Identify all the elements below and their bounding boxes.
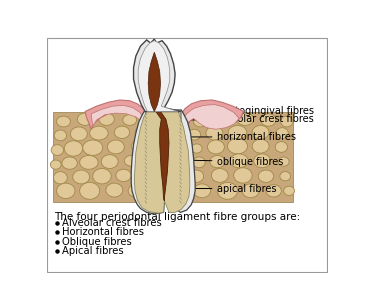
Polygon shape: [131, 110, 195, 214]
Ellipse shape: [57, 116, 70, 127]
Ellipse shape: [80, 155, 98, 169]
Polygon shape: [181, 100, 244, 128]
Ellipse shape: [261, 114, 276, 126]
Ellipse shape: [64, 141, 83, 156]
Ellipse shape: [242, 184, 259, 198]
Text: horizontal fibres: horizontal fibres: [184, 132, 296, 142]
Ellipse shape: [124, 155, 138, 166]
Ellipse shape: [278, 157, 289, 166]
Ellipse shape: [80, 182, 100, 199]
Ellipse shape: [128, 185, 142, 197]
Ellipse shape: [90, 126, 108, 140]
Ellipse shape: [135, 128, 146, 137]
Ellipse shape: [254, 154, 270, 168]
Ellipse shape: [252, 125, 269, 139]
Text: dentogingival fibres: dentogingival fibres: [184, 106, 315, 116]
Ellipse shape: [93, 169, 111, 184]
Ellipse shape: [123, 115, 137, 125]
Ellipse shape: [281, 116, 293, 127]
Ellipse shape: [228, 125, 247, 139]
Ellipse shape: [83, 140, 103, 155]
Ellipse shape: [57, 183, 75, 199]
Ellipse shape: [276, 128, 288, 138]
Ellipse shape: [214, 113, 230, 125]
Polygon shape: [180, 111, 181, 202]
Polygon shape: [91, 105, 145, 129]
Ellipse shape: [70, 127, 87, 141]
Ellipse shape: [188, 129, 200, 140]
Polygon shape: [148, 52, 161, 111]
Ellipse shape: [106, 183, 123, 197]
Ellipse shape: [54, 130, 66, 141]
Ellipse shape: [116, 169, 131, 182]
Ellipse shape: [234, 168, 252, 183]
Ellipse shape: [62, 157, 77, 169]
Ellipse shape: [211, 169, 228, 182]
Polygon shape: [183, 105, 239, 129]
Ellipse shape: [227, 138, 247, 154]
Text: alveolar crest fibres: alveolar crest fibres: [184, 114, 314, 124]
Ellipse shape: [77, 113, 93, 125]
Ellipse shape: [230, 154, 248, 168]
Ellipse shape: [275, 142, 288, 152]
Ellipse shape: [190, 170, 204, 182]
Ellipse shape: [101, 155, 118, 169]
Polygon shape: [85, 100, 147, 129]
Polygon shape: [134, 111, 190, 213]
Ellipse shape: [191, 144, 202, 153]
Ellipse shape: [237, 113, 254, 125]
Ellipse shape: [73, 170, 90, 184]
Ellipse shape: [131, 141, 143, 152]
Text: Alveolar crest fibres: Alveolar crest fibres: [62, 218, 162, 228]
Ellipse shape: [284, 186, 295, 196]
Ellipse shape: [207, 140, 224, 154]
Text: oblique fibres: oblique fibres: [184, 157, 284, 167]
Ellipse shape: [218, 182, 238, 199]
Ellipse shape: [193, 184, 211, 198]
Ellipse shape: [53, 172, 67, 184]
Polygon shape: [145, 111, 147, 202]
Ellipse shape: [51, 145, 64, 155]
Ellipse shape: [206, 126, 223, 140]
Polygon shape: [156, 111, 169, 201]
Text: apical fibres: apical fibres: [184, 184, 277, 193]
Ellipse shape: [193, 157, 205, 168]
Polygon shape: [138, 41, 178, 111]
Polygon shape: [181, 111, 293, 202]
Ellipse shape: [50, 160, 61, 169]
Polygon shape: [53, 111, 147, 202]
Ellipse shape: [107, 140, 124, 154]
Ellipse shape: [280, 172, 291, 181]
Ellipse shape: [193, 116, 207, 127]
Ellipse shape: [266, 185, 281, 197]
Ellipse shape: [210, 155, 225, 168]
Text: The four periodontal ligament fibre groups are:: The four periodontal ligament fibre grou…: [54, 212, 300, 222]
Text: Apical fibres: Apical fibres: [62, 246, 124, 256]
Text: Horizontal fibres: Horizontal fibres: [62, 227, 144, 237]
Ellipse shape: [252, 139, 269, 153]
Ellipse shape: [258, 170, 274, 182]
Ellipse shape: [135, 170, 146, 179]
Ellipse shape: [99, 113, 114, 125]
Ellipse shape: [114, 126, 130, 138]
Polygon shape: [134, 39, 181, 111]
Text: Oblique fibres: Oblique fibres: [62, 237, 132, 247]
